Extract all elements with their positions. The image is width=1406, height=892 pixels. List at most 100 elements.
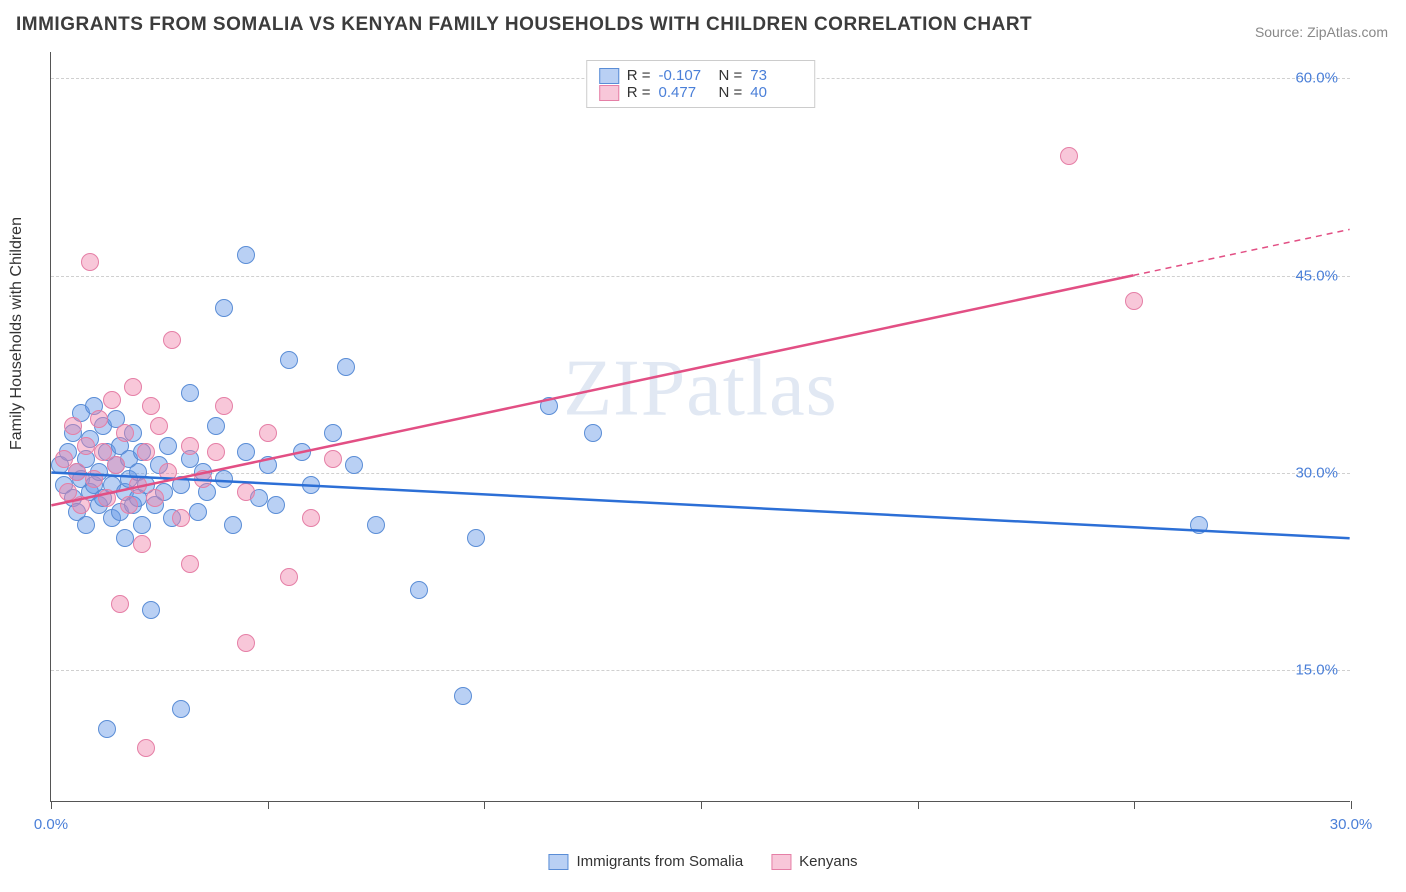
legend-series-names: Immigrants from Somalia Kenyans bbox=[548, 853, 857, 870]
data-point bbox=[181, 555, 199, 573]
x-tick bbox=[918, 801, 919, 809]
legend-series-label-0: Immigrants from Somalia bbox=[576, 853, 743, 870]
data-point bbox=[159, 463, 177, 481]
legend-row-series-1: R = 0.477 N = 40 bbox=[599, 84, 803, 101]
data-point bbox=[90, 410, 108, 428]
data-point bbox=[85, 470, 103, 488]
data-point bbox=[337, 358, 355, 376]
data-point bbox=[207, 417, 225, 435]
legend-bottom-swatch-0 bbox=[548, 854, 568, 870]
data-point bbox=[172, 700, 190, 718]
data-point bbox=[302, 509, 320, 527]
legend-n-value-1: 40 bbox=[750, 84, 802, 101]
data-point bbox=[98, 720, 116, 738]
data-point bbox=[133, 516, 151, 534]
data-point bbox=[120, 496, 138, 514]
data-point bbox=[367, 516, 385, 534]
x-tick-label: 30.0% bbox=[1330, 816, 1373, 833]
legend-row-series-0: R = -0.107 N = 73 bbox=[599, 67, 803, 84]
legend-n-value-0: 73 bbox=[750, 67, 802, 84]
data-point bbox=[116, 424, 134, 442]
data-point bbox=[280, 568, 298, 586]
data-point bbox=[194, 470, 212, 488]
data-point bbox=[324, 424, 342, 442]
data-point bbox=[207, 443, 225, 461]
legend-series-label-1: Kenyans bbox=[799, 853, 857, 870]
data-point bbox=[142, 397, 160, 415]
x-tick bbox=[484, 801, 485, 809]
data-point bbox=[150, 417, 168, 435]
data-point bbox=[540, 397, 558, 415]
data-point bbox=[1125, 292, 1143, 310]
data-point bbox=[584, 424, 602, 442]
data-point bbox=[259, 456, 277, 474]
legend-item-1: Kenyans bbox=[771, 853, 857, 870]
legend-statistics: R = -0.107 N = 73 R = 0.477 N = 40 bbox=[586, 60, 816, 108]
x-tick bbox=[268, 801, 269, 809]
data-point bbox=[215, 470, 233, 488]
data-point bbox=[98, 489, 116, 507]
data-point bbox=[137, 443, 155, 461]
legend-swatch-1 bbox=[599, 85, 619, 101]
data-point bbox=[259, 424, 277, 442]
data-point bbox=[129, 476, 147, 494]
x-tick bbox=[51, 801, 52, 809]
y-tick-label: 60.0% bbox=[1295, 70, 1338, 87]
data-point bbox=[1190, 516, 1208, 534]
data-point bbox=[172, 509, 190, 527]
data-point bbox=[302, 476, 320, 494]
data-point bbox=[237, 483, 255, 501]
legend-bottom-swatch-1 bbox=[771, 854, 791, 870]
data-point bbox=[146, 489, 164, 507]
data-point bbox=[64, 417, 82, 435]
data-point bbox=[103, 391, 121, 409]
data-point bbox=[116, 529, 134, 547]
data-point bbox=[72, 496, 90, 514]
data-point bbox=[159, 437, 177, 455]
y-tick-label: 30.0% bbox=[1295, 465, 1338, 482]
y-tick-label: 45.0% bbox=[1295, 267, 1338, 284]
data-point bbox=[172, 476, 190, 494]
data-point bbox=[224, 516, 242, 534]
y-tick-label: 15.0% bbox=[1295, 662, 1338, 679]
data-point bbox=[181, 384, 199, 402]
data-point bbox=[77, 437, 95, 455]
data-point bbox=[324, 450, 342, 468]
watermark-text: ZIPatlas bbox=[563, 344, 838, 435]
data-point bbox=[215, 299, 233, 317]
data-point bbox=[142, 601, 160, 619]
data-point bbox=[237, 246, 255, 264]
scatter-plot: ZIPatlas R = -0.107 N = 73 R = 0.477 N =… bbox=[50, 52, 1350, 802]
data-point bbox=[345, 456, 363, 474]
data-point bbox=[237, 634, 255, 652]
data-point bbox=[1060, 147, 1078, 165]
grid-line bbox=[51, 473, 1350, 474]
legend-r-value-1: 0.477 bbox=[659, 84, 711, 101]
data-point bbox=[280, 351, 298, 369]
y-axis-label: Family Households with Children bbox=[8, 217, 26, 450]
data-point bbox=[454, 687, 472, 705]
data-point bbox=[215, 397, 233, 415]
legend-n-label: N = bbox=[719, 67, 743, 84]
legend-swatch-0 bbox=[599, 68, 619, 84]
data-point bbox=[467, 529, 485, 547]
data-point bbox=[163, 331, 181, 349]
legend-item-0: Immigrants from Somalia bbox=[548, 853, 743, 870]
data-point bbox=[133, 535, 151, 553]
x-tick bbox=[701, 801, 702, 809]
grid-line bbox=[51, 276, 1350, 277]
data-point bbox=[410, 581, 428, 599]
x-tick-label: 0.0% bbox=[34, 816, 68, 833]
legend-r-label: R = bbox=[627, 67, 651, 84]
x-tick bbox=[1351, 801, 1352, 809]
legend-r-value-0: -0.107 bbox=[659, 67, 711, 84]
data-point bbox=[81, 253, 99, 271]
data-point bbox=[267, 496, 285, 514]
grid-line bbox=[51, 670, 1350, 671]
regression-lines bbox=[51, 52, 1350, 801]
data-point bbox=[293, 443, 311, 461]
data-point bbox=[237, 443, 255, 461]
source-attribution: Source: ZipAtlas.com bbox=[1255, 24, 1388, 40]
legend-n-label: N = bbox=[719, 84, 743, 101]
data-point bbox=[107, 456, 125, 474]
